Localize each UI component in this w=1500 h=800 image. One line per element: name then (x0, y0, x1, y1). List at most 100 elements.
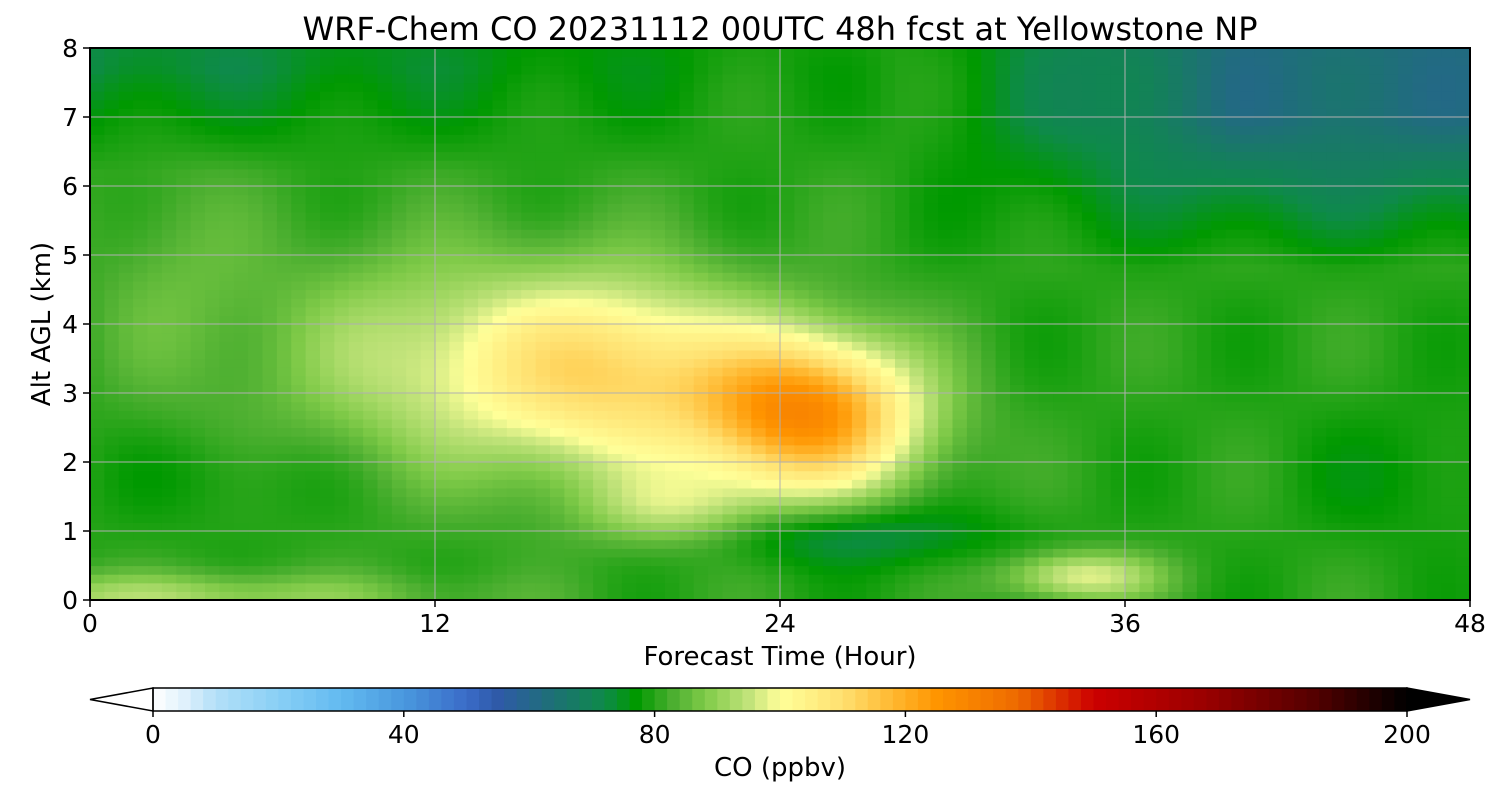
field-cell (90, 237, 105, 247)
field-cell (808, 496, 824, 506)
field-cell (420, 556, 436, 567)
field-cell (607, 73, 623, 84)
field-cell (981, 513, 997, 523)
field-cell (808, 522, 824, 532)
field-cell (679, 186, 695, 196)
field-cell (751, 375, 767, 385)
field-cell (1182, 82, 1198, 92)
field-cell (636, 591, 652, 600)
field-cell (665, 453, 680, 463)
field-cell (693, 237, 709, 247)
field-cell (348, 341, 364, 351)
field-cell (880, 263, 896, 273)
field-cell (348, 574, 364, 584)
field-cell (118, 203, 134, 213)
field-cell (621, 142, 637, 153)
field-cell (550, 315, 565, 325)
field-cell (521, 384, 537, 394)
field-cell (205, 375, 220, 385)
field-cell (521, 436, 537, 446)
field-cell (535, 229, 551, 239)
field-cell (449, 565, 465, 575)
field-cell (348, 246, 364, 256)
field-cell (794, 289, 810, 299)
field-cell (506, 211, 522, 222)
field-cell (1081, 470, 1097, 480)
field-cell (1153, 263, 1169, 273)
field-cell (952, 246, 968, 256)
field-cell (1010, 393, 1025, 403)
field-cell (1125, 375, 1140, 385)
field-cell (1010, 255, 1025, 265)
field-cell (895, 470, 910, 480)
field-cell (693, 436, 709, 446)
field-cell (348, 436, 364, 446)
field-cell (133, 505, 149, 515)
field-cell (880, 117, 896, 127)
field-cell (276, 531, 292, 541)
field-cell (679, 548, 695, 558)
field-cell (909, 315, 925, 325)
field-cell (880, 453, 896, 463)
field-cell (621, 462, 637, 472)
field-cell (147, 436, 163, 446)
field-cell (780, 211, 795, 222)
field-cell (938, 556, 954, 567)
field-cell (636, 237, 652, 247)
field-cell (334, 56, 350, 66)
field-cell (506, 177, 522, 187)
field-cell (118, 289, 134, 299)
field-cell (176, 393, 192, 403)
field-cell (463, 505, 479, 515)
field-cell (406, 531, 422, 541)
field-cell (765, 324, 781, 334)
field-cell (363, 272, 379, 282)
field-cell (621, 487, 637, 498)
field-cell (837, 160, 853, 170)
field-cell (291, 65, 307, 75)
field-cell (118, 246, 134, 256)
field-cell (435, 496, 450, 506)
field-cell (722, 367, 738, 377)
field-cell (708, 574, 724, 584)
field-cell (1096, 591, 1112, 600)
field-cell (90, 203, 105, 213)
field-cell (693, 255, 709, 265)
field-cell (521, 341, 537, 351)
field-cell (320, 65, 335, 75)
field-cell (938, 229, 954, 239)
field-cell (1110, 160, 1126, 170)
field-cell (938, 591, 954, 600)
field-cell (952, 531, 968, 541)
field-cell (233, 255, 249, 265)
field-cell (190, 142, 206, 153)
field-cell (851, 539, 867, 549)
field-cell (679, 349, 695, 360)
field-cell (851, 582, 867, 592)
field-cell (406, 255, 422, 265)
field-cell (406, 99, 422, 109)
field-cell (1010, 470, 1025, 480)
field-cell (578, 220, 594, 230)
field-cell (938, 522, 954, 532)
field-cell (995, 341, 1011, 351)
field-cell (90, 82, 105, 92)
field-cell (449, 358, 465, 368)
field-cell (1182, 349, 1198, 360)
field-cell (621, 186, 637, 196)
field-cell (1053, 56, 1069, 66)
field-cell (391, 410, 407, 420)
field-cell (780, 513, 795, 523)
field-cell (708, 272, 724, 282)
field-cell (751, 582, 767, 592)
field-cell (794, 177, 810, 187)
field-cell (722, 255, 738, 265)
field-cell (564, 384, 580, 394)
field-cell (794, 82, 810, 92)
field-cell (851, 108, 867, 118)
field-cell (1096, 358, 1112, 368)
field-cell (650, 142, 666, 153)
field-cell (305, 591, 321, 600)
field-cell (564, 91, 580, 101)
field-cell (851, 289, 867, 299)
